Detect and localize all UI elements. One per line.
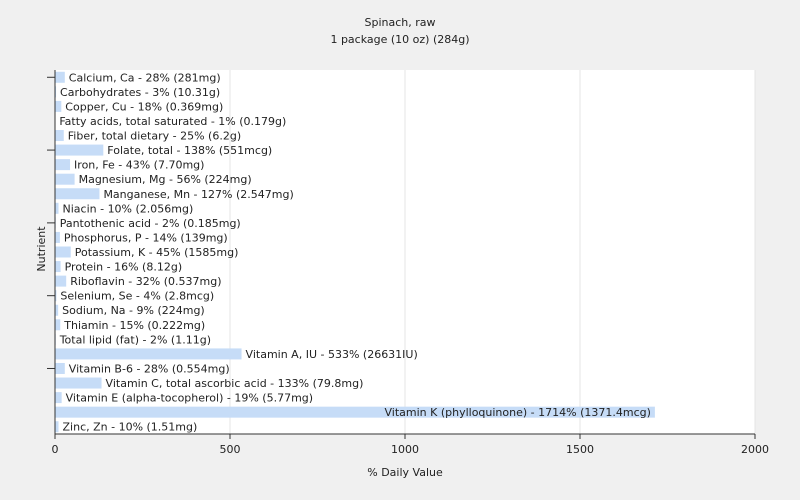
bar [55,159,71,171]
value-label: Iron, Fe - 43% (7.70mg) [74,159,204,172]
x-tick-label: 2000 [741,443,769,456]
bar [55,100,62,112]
bar [55,144,104,156]
bar [55,421,59,433]
value-label: Thiamin - 15% (0.222mg) [63,319,205,332]
value-label: Niacin - 10% (2.056mg) [63,202,194,215]
bar [55,202,59,214]
value-label: Fatty acids, total saturated - 1% (0.179… [59,115,286,128]
value-label: Phosphorus, P - 14% (139mg) [64,231,228,244]
bar [55,377,102,389]
value-label: Riboflavin - 32% (0.537mg) [70,275,221,288]
value-label: Potassium, K - 45% (1585mg) [75,246,239,259]
bar [55,188,100,200]
value-label: Carbohydrates - 3% (10.31g) [60,86,220,99]
value-label: Vitamin E (alpha-tocopherol) - 19% (5.77… [66,392,313,405]
chart-title: Spinach, raw [364,16,435,29]
value-label: Copper, Cu - 18% (0.369mg) [65,100,223,113]
value-label: Fiber, total dietary - 25% (6.2g) [68,130,241,143]
chart-subtitle: 1 package (10 oz) (284g) [330,33,469,46]
bar [55,348,242,360]
value-label: Vitamin C, total ascorbic acid - 133% (7… [106,377,364,390]
bar [55,290,57,302]
bar [55,406,655,418]
value-label: Magnesium, Mg - 56% (224mg) [79,173,252,186]
value-label: Vitamin B-6 - 28% (0.554mg) [69,362,230,375]
bar [55,86,57,98]
x-tick-label: 1000 [391,443,419,456]
value-label: Sodium, Na - 9% (224mg) [62,304,205,317]
value-label: Vitamin K (phylloquinone) - 1714% (1371.… [384,406,650,419]
bar [55,231,60,243]
bar [55,71,65,83]
bar [55,304,59,316]
value-label: Zinc, Zn - 10% (1.51mg) [63,421,198,434]
value-label: Total lipid (fat) - 2% (1.11g) [59,333,211,346]
value-label: Pantothenic acid - 2% (0.185mg) [60,217,241,230]
value-label: Selenium, Se - 4% (2.8mcg) [60,290,214,303]
bar [55,392,62,404]
x-tick-label: 1500 [566,443,594,456]
bar [55,261,61,273]
bar [55,362,65,374]
bar [55,319,61,331]
bar [55,130,64,142]
value-label: Folate, total - 138% (551mcg) [107,144,272,157]
bar [55,275,67,287]
value-label: Vitamin A, IU - 533% (26631IU) [246,348,418,361]
x-tick-label: 500 [220,443,241,456]
value-label: Manganese, Mn - 127% (2.547mg) [103,188,293,201]
value-label: Calcium, Ca - 28% (281mg) [69,71,221,84]
x-tick-label: 0 [52,443,59,456]
bar [55,246,71,258]
x-axis-label: % Daily Value [367,466,443,479]
bar [55,173,75,185]
y-axis-label: Nutrient [35,226,48,272]
value-label: Protein - 16% (8.12g) [65,261,183,274]
